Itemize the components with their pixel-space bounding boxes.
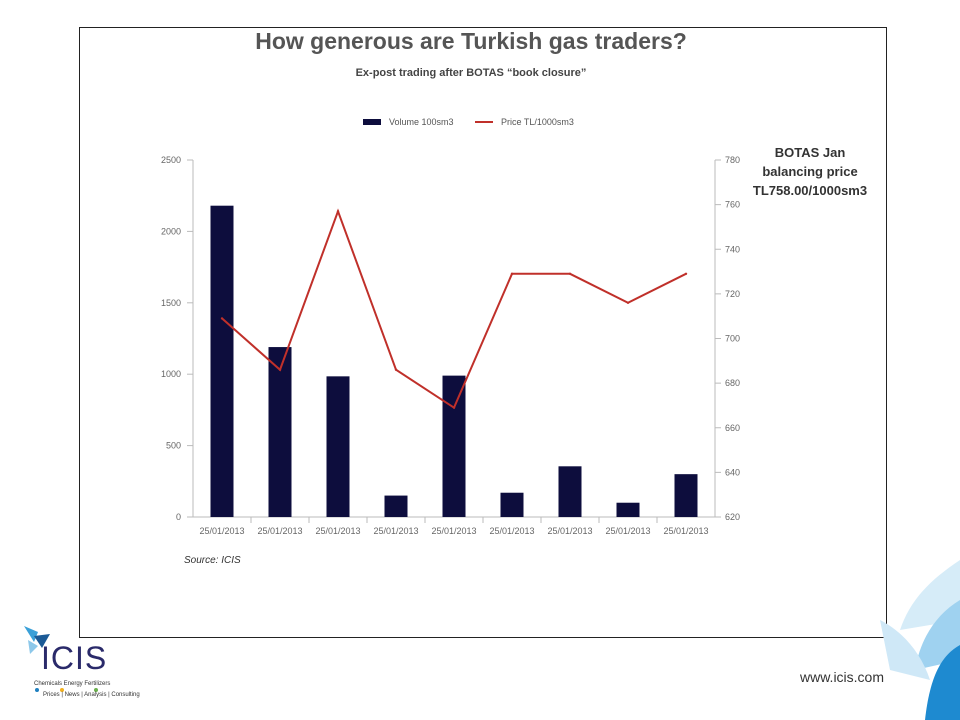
y-left-tick-label: 1000: [161, 369, 181, 379]
y-right-tick-label: 620: [725, 512, 740, 522]
y-right-tick-label: 780: [725, 155, 740, 165]
legend-item-price: Price TL/1000sm3: [475, 117, 574, 127]
point-price: [394, 368, 398, 371]
point-price: [510, 272, 514, 275]
y-right-tick-label: 660: [725, 423, 740, 433]
x-tick-label: 25/01/2013: [489, 526, 534, 536]
bar-volume: [442, 375, 466, 517]
annotation-line-3: TL758.00/1000sm3: [752, 183, 868, 198]
y-left-tick-label: 2000: [161, 226, 181, 236]
website-url[interactable]: www.icis.com: [800, 669, 885, 685]
y-right-tick-label: 720: [725, 289, 740, 299]
x-tick-label: 25/01/2013: [315, 526, 360, 536]
y-right-tick-label: 640: [725, 467, 740, 477]
balancing-price-annotation: BOTAS Jan balancing price TL758.00/1000s…: [745, 143, 875, 200]
legend-label-volume: Volume 100sm3: [389, 117, 454, 127]
x-tick-label: 25/01/2013: [605, 526, 650, 536]
chart-title: How generous are Turkish gas traders?: [255, 28, 687, 54]
logo-tagline-sectors: Chemicals Energy Fertilizers: [34, 681, 111, 687]
bar-volume: [210, 205, 234, 518]
y-left-tick-label: 1500: [161, 298, 181, 308]
bar-volume: [616, 502, 640, 517]
x-tick-label: 25/01/2013: [373, 526, 418, 536]
bar-volume: [674, 474, 698, 517]
chart-subtitle: Ex-post trading after BOTAS “book closur…: [355, 67, 587, 79]
y-right-tick-label: 680: [725, 378, 740, 388]
x-tick-label: 25/01/2013: [663, 526, 708, 536]
legend-swatch-volume: [363, 119, 381, 125]
y-right-tick-label: 700: [725, 334, 740, 344]
y-right-tick-label: 760: [725, 200, 740, 210]
point-price: [626, 301, 630, 304]
x-tick-label: 25/01/2013: [257, 526, 302, 536]
point-price: [568, 272, 572, 275]
logo-wordmark: ICIS: [41, 640, 108, 676]
y-right-tick-label: 740: [725, 244, 740, 254]
y-left-tick-label: 2500: [161, 155, 181, 165]
x-tick-label: 25/01/2013: [547, 526, 592, 536]
bar-volume: [500, 492, 524, 517]
source-note: Source: ICIS: [184, 555, 241, 566]
point-price: [684, 272, 688, 275]
point-price: [278, 368, 282, 371]
annotation-line-2: balancing price: [762, 164, 858, 179]
icis-logo-icon: [24, 626, 98, 692]
x-tick-label: 25/01/2013: [199, 526, 244, 536]
x-tick-label: 25/01/2013: [431, 526, 476, 536]
bar-volume: [558, 466, 582, 517]
bar-volume: [268, 347, 292, 517]
bar-volume: [326, 376, 350, 517]
legend-item-volume: Volume 100sm3: [363, 117, 454, 127]
y-left-tick-label: 500: [166, 441, 181, 451]
annotation-line-1: BOTAS Jan: [774, 145, 846, 160]
legend-swatch-price: [475, 121, 493, 123]
point-price: [220, 317, 224, 320]
bar-volume: [384, 495, 408, 517]
point-price: [336, 210, 340, 213]
point-price: [452, 406, 456, 409]
y-left-tick-label: 0: [176, 512, 181, 522]
legend-label-price: Price TL/1000sm3: [501, 117, 574, 127]
decorative-corner-graphic: [880, 560, 960, 720]
logo-tagline-services: Prices | News | Analysis | Consulting: [43, 692, 140, 698]
